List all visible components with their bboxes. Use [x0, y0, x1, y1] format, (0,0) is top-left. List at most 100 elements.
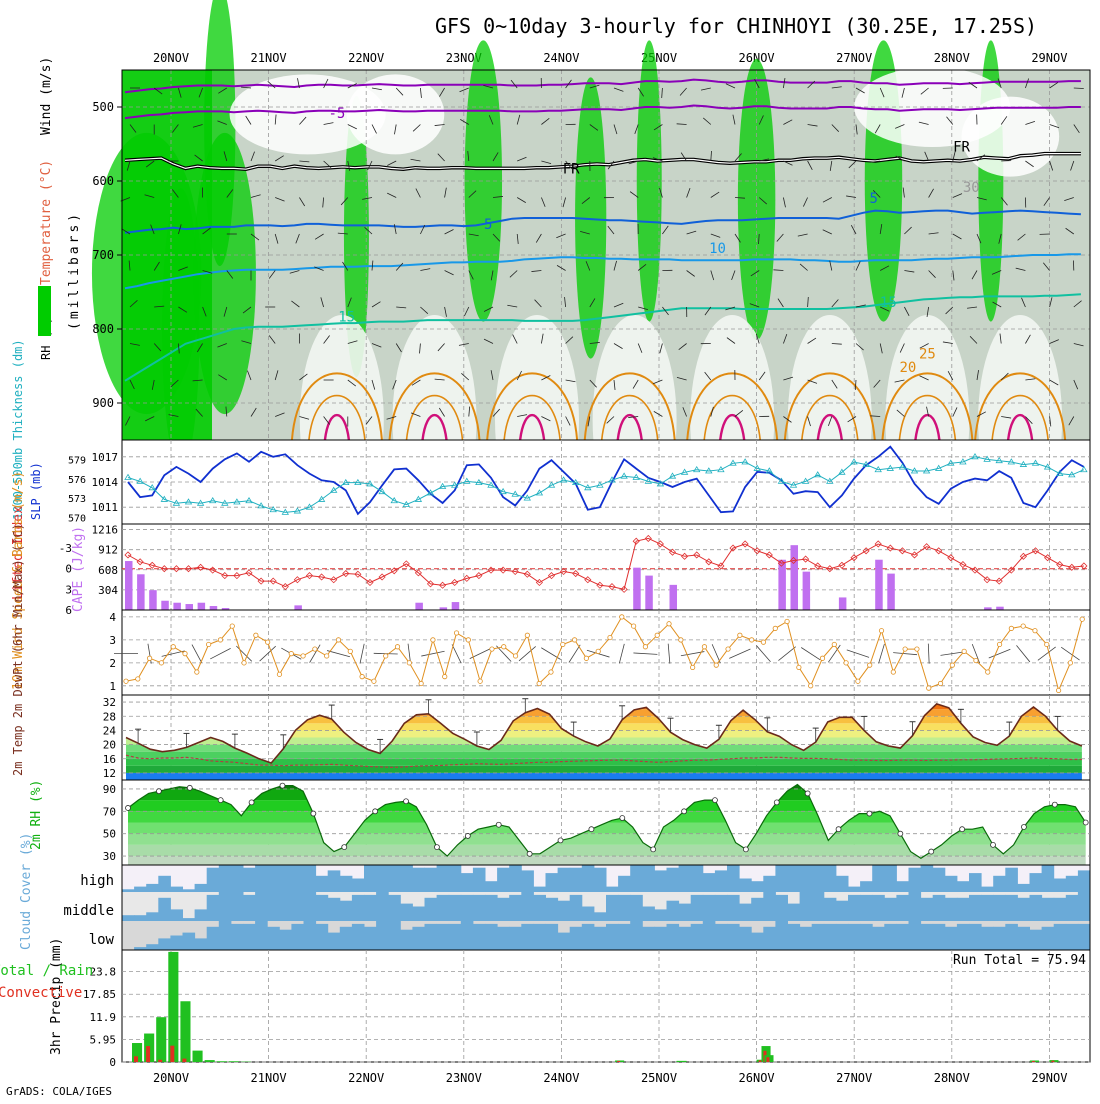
cloud-cell	[146, 884, 159, 892]
cloud-cell	[183, 933, 196, 950]
cloud-cell	[679, 904, 692, 921]
cape-bar	[887, 574, 895, 610]
wind10m-point	[655, 633, 659, 637]
rh-legend-swatch	[38, 286, 51, 336]
cloud-cell	[521, 892, 534, 921]
cloud-cell	[328, 898, 341, 921]
cloud-cell	[860, 924, 873, 950]
cloud-cell	[134, 915, 147, 921]
precip-total-bar	[180, 1001, 190, 1062]
cloud-cell	[739, 927, 752, 950]
bottom-date-label: 20NOV	[153, 1071, 189, 1085]
cloud-cell	[812, 892, 825, 921]
cloud-cell	[1054, 898, 1067, 921]
cloud-cell	[533, 887, 546, 892]
cloud-cell	[291, 924, 304, 950]
precip-convective-bar	[182, 1059, 186, 1062]
wind10m-point	[832, 642, 836, 646]
cape-bar	[791, 545, 799, 610]
cloud-cell	[836, 876, 849, 892]
cloud-cell	[219, 865, 232, 892]
cloud-cell	[449, 895, 462, 921]
wind10m-point	[372, 679, 376, 683]
y-tick-label: 700	[92, 248, 114, 262]
bottom-date-label: 29NOV	[1031, 1071, 1067, 1085]
cloud-cell	[824, 898, 837, 921]
cloud-cell	[425, 868, 438, 892]
wind10m-point	[974, 658, 978, 662]
cloud-cell	[364, 865, 377, 892]
cloud-cell	[388, 865, 401, 892]
cape-tick-label: 1216	[92, 524, 119, 537]
bottom-date-label: 27NOV	[836, 1071, 872, 1085]
cloud-cell	[497, 927, 510, 950]
cloud-cell	[618, 876, 631, 892]
cloud-cell	[219, 921, 232, 950]
cloud-cell	[594, 927, 607, 950]
slp-tick-label: 1014	[92, 476, 119, 489]
bottom-date-label: 21NOV	[251, 1071, 287, 1085]
rh2m-point	[836, 827, 841, 832]
cape-bar	[670, 585, 678, 610]
cloud-cell	[763, 927, 776, 950]
cloud-cell	[509, 865, 522, 892]
thickness-tick-label: 576	[68, 475, 86, 486]
precip-total-bar	[156, 1017, 166, 1062]
cloud-cell	[933, 924, 946, 950]
precip-convective-bar	[1032, 1061, 1035, 1062]
wind10m-point	[561, 642, 565, 646]
wind10m-point	[572, 638, 576, 642]
cloud-cell	[316, 895, 329, 921]
temp2m-tick-label: 16	[103, 753, 116, 766]
wind10m-point	[643, 645, 647, 649]
cloud-cell	[304, 865, 317, 892]
cloud-cell	[195, 938, 208, 950]
wind10m-point	[313, 647, 317, 651]
cloud-cell	[122, 915, 135, 921]
temp2m-tick-label: 12	[103, 767, 116, 780]
cloud-cell	[412, 868, 425, 892]
cloud-cell	[872, 865, 885, 892]
cloud-cell	[933, 868, 946, 892]
wind10m-point	[549, 670, 553, 674]
cape-bar	[173, 603, 181, 610]
wind10m-point	[478, 679, 482, 683]
cloud-cell	[437, 924, 450, 950]
wind10m-point	[962, 649, 966, 653]
rh2m-point	[126, 805, 131, 810]
wind10m-point	[206, 642, 210, 646]
cloud-cell	[1017, 898, 1030, 921]
cloud-cell	[739, 904, 752, 921]
cloud-cell	[352, 895, 365, 921]
cloud-cell	[425, 924, 438, 950]
cape-bar	[198, 603, 206, 610]
cloud-cell	[957, 881, 970, 892]
wind10m-point	[147, 656, 151, 660]
wind10m-point	[927, 686, 931, 690]
wind10m-point	[679, 638, 683, 642]
cloud-cell	[630, 921, 643, 950]
y-tick-label: 800	[92, 322, 114, 336]
wind10m-point	[738, 633, 742, 637]
precip-convective-bar	[158, 1060, 162, 1062]
cloud-cell	[654, 870, 667, 892]
cloud-cell	[824, 924, 837, 950]
cloud-cell	[848, 887, 861, 892]
cloud-cell	[896, 924, 909, 950]
isotherm-label: FR	[953, 139, 970, 155]
rh2m-point	[929, 849, 934, 854]
cape-bar	[645, 576, 653, 610]
cloud-cell	[775, 895, 788, 921]
cloud-cell	[884, 865, 897, 892]
precip-total-bar	[205, 1060, 215, 1062]
cape-bar	[633, 568, 641, 610]
cloud-cell	[703, 895, 716, 921]
cloud-cell	[763, 876, 776, 892]
isotherm-label: 25	[919, 347, 936, 363]
rh2m-point	[342, 845, 347, 850]
cloud-cell	[243, 924, 256, 950]
rh2m-point	[682, 809, 687, 814]
bottom-date-label: 23NOV	[446, 1071, 482, 1085]
wind10m-point	[1009, 626, 1013, 630]
